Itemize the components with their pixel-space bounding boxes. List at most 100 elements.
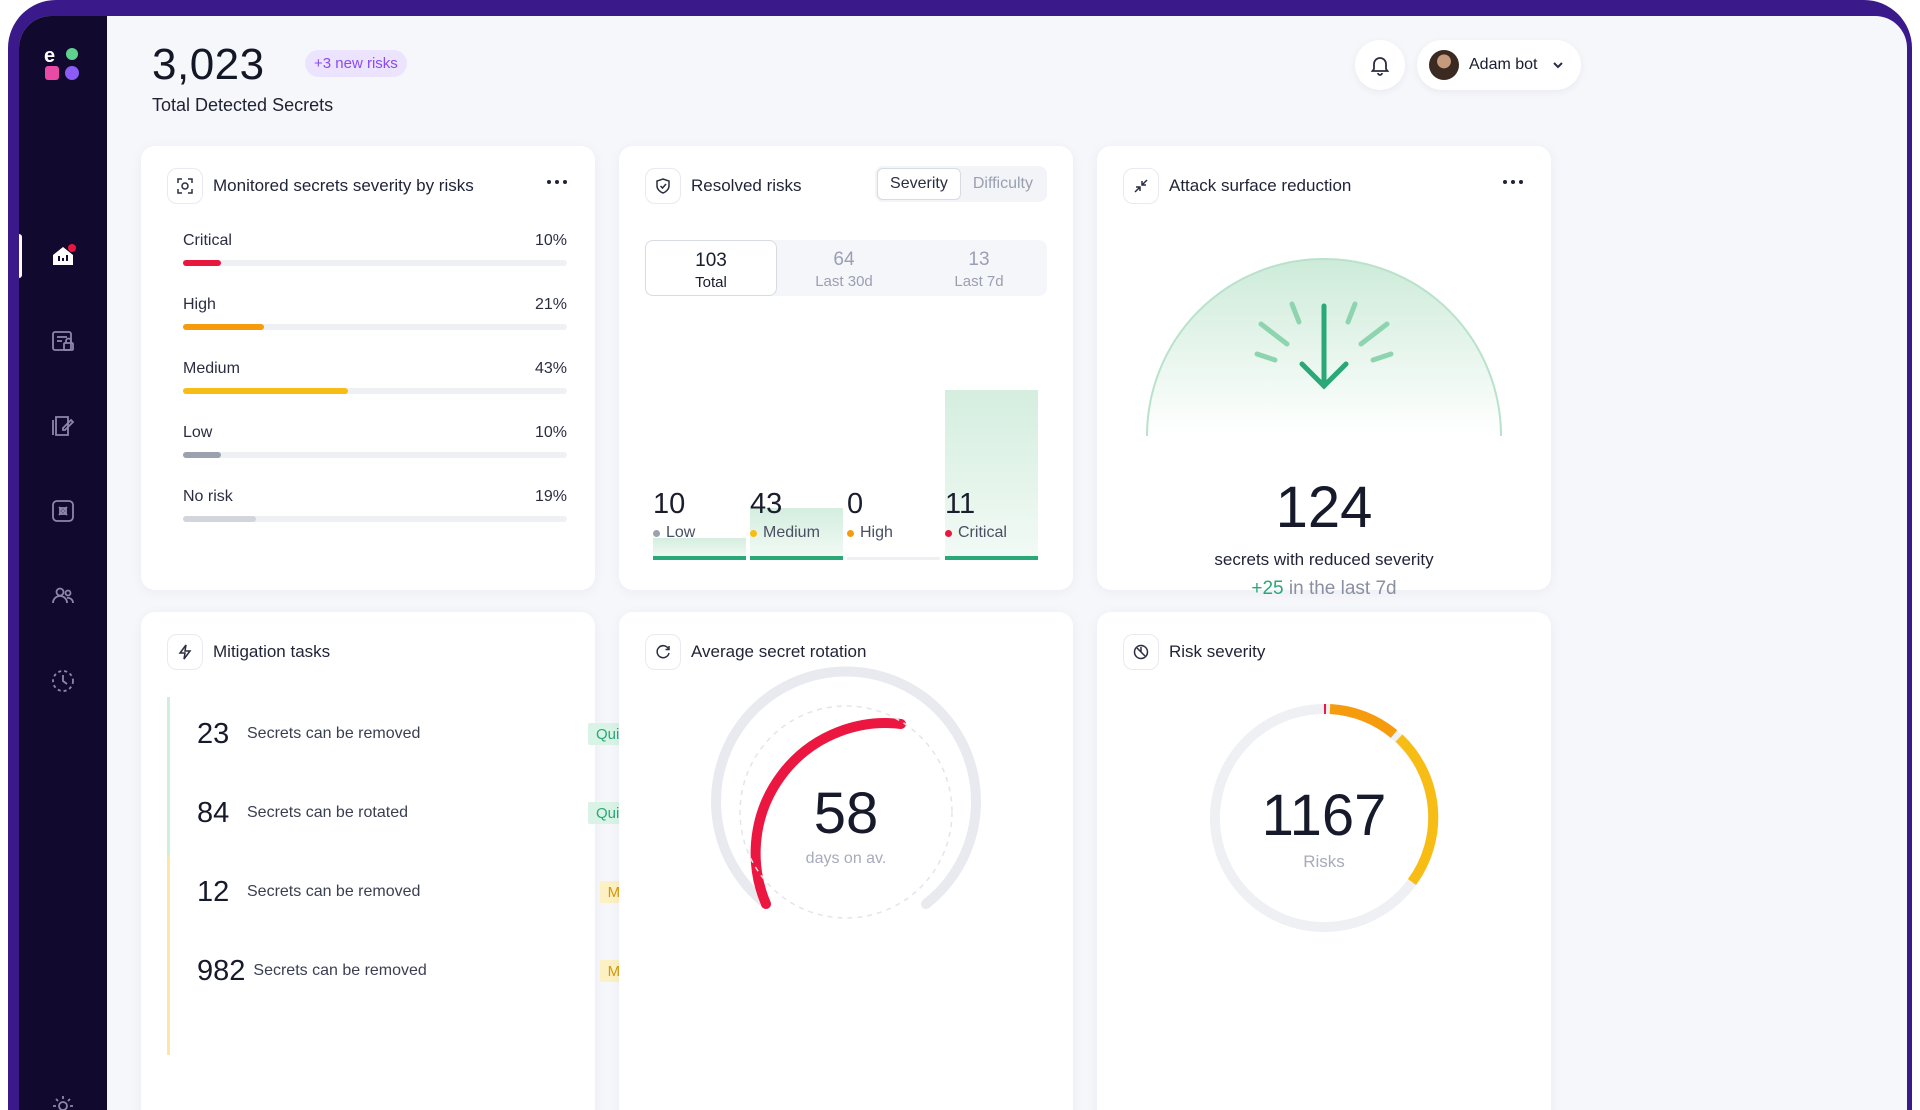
reduced-delta-suffix: in the last 7d bbox=[1283, 578, 1397, 599]
integration-box-icon bbox=[52, 500, 74, 522]
new-risks-badge[interactable]: +3 new risks bbox=[305, 50, 407, 77]
severity-fill bbox=[183, 516, 256, 522]
resolved-bar-value: 0 bbox=[847, 488, 864, 520]
resolved-bar-label-text: Medium bbox=[763, 524, 820, 541]
risk-total-value: 1167 bbox=[1261, 783, 1387, 848]
home-dashboard-icon bbox=[53, 244, 76, 265]
resolved-bar-label-text: Low bbox=[666, 524, 696, 541]
severity-fill bbox=[183, 452, 222, 458]
users-icon bbox=[52, 587, 74, 604]
severity-label: Low bbox=[183, 424, 213, 441]
risk-severity-title: Risk severity bbox=[1169, 642, 1266, 661]
total-secrets-label: Total Detected Secrets bbox=[152, 95, 334, 115]
resolved-risks-card: Resolved risks Severity Difficulty 103 T… bbox=[619, 146, 1073, 590]
risk-severity-donut bbox=[1210, 703, 1439, 932]
notifications-button[interactable] bbox=[1355, 40, 1405, 90]
user-name: Adam bot bbox=[1469, 56, 1538, 73]
legend-dot bbox=[750, 529, 757, 537]
user-menu[interactable]: Adam bot bbox=[1417, 40, 1581, 90]
nav-secrets[interactable] bbox=[43, 321, 83, 361]
severity-label: High bbox=[183, 296, 216, 313]
resolved-bar-label-text: Critical bbox=[958, 524, 1007, 541]
task-count: 982 bbox=[197, 954, 246, 987]
nav-edit[interactable] bbox=[43, 406, 83, 446]
tab-30d-label: Last 30d bbox=[815, 273, 873, 290]
severity-row: Low 10% bbox=[183, 424, 567, 458]
nav-active-indicator bbox=[19, 234, 22, 278]
severity-fill bbox=[183, 260, 222, 266]
toggle-difficulty[interactable]: Difficulty bbox=[972, 175, 1033, 192]
legend-dot bbox=[945, 529, 952, 537]
medium-group-bar bbox=[167, 855, 170, 1055]
bell-icon bbox=[1370, 57, 1390, 76]
arrow-down-icon bbox=[1299, 303, 1349, 390]
rotation-value: 58 bbox=[813, 781, 879, 846]
resolved-bar-label: Critical bbox=[945, 524, 1007, 542]
severity-percent: 10% bbox=[534, 232, 567, 249]
resolved-bar-value: 10 bbox=[653, 488, 686, 520]
mitigation-tasks-card: Mitigation tasks 23 Secrets can be remove… bbox=[141, 612, 669, 1110]
resolved-bar-label: Low bbox=[653, 524, 695, 542]
avatar bbox=[1429, 50, 1459, 80]
quick-win-group-bar bbox=[167, 697, 170, 855]
reduction-illustration bbox=[1146, 258, 1502, 437]
nav-settings[interactable] bbox=[43, 1086, 83, 1110]
severity-percent: 10% bbox=[534, 424, 567, 441]
bar-medium bbox=[750, 508, 843, 558]
period-tabs: 103 Total 64 Last 30d 13 Last 7d bbox=[645, 240, 1047, 296]
tab-total[interactable]: 103 Total bbox=[645, 240, 777, 296]
severity-fill bbox=[183, 324, 264, 330]
tab-7d-label: Last 7d bbox=[954, 273, 1004, 290]
severity-fill bbox=[183, 388, 349, 394]
task-text: Secrets can be removed bbox=[253, 962, 427, 979]
total-secrets-value: 3,023 bbox=[152, 40, 265, 89]
rotate-icon bbox=[645, 634, 681, 670]
resolved-bar-value: 43 bbox=[750, 488, 783, 520]
severity-card-title: Monitored secrets severity by risks bbox=[213, 176, 474, 195]
severity-label: Medium bbox=[183, 360, 240, 377]
sidebar: e bbox=[19, 16, 107, 1110]
reduced-secrets-caption: secrets with reduced severity bbox=[1214, 550, 1434, 569]
nav-users[interactable] bbox=[43, 576, 83, 616]
rotation-title: Average secret rotation bbox=[691, 642, 867, 661]
tab-30d-value: 64 bbox=[833, 249, 855, 270]
bar-high-base bbox=[847, 557, 940, 560]
edit-document-icon bbox=[52, 416, 75, 436]
reduced-delta-line: +25 in the last 7d bbox=[1097, 578, 1551, 600]
attack-surface-card: Attack surface reduction bbox=[1097, 146, 1551, 599]
severity-label: Critical bbox=[183, 232, 232, 249]
severity-more-button[interactable] bbox=[541, 172, 573, 192]
logo-icon[interactable]: e bbox=[43, 44, 83, 84]
nav-integrations[interactable] bbox=[43, 491, 83, 531]
app-window: e bbox=[19, 16, 1907, 1110]
tab-last-7d[interactable]: 13 Last 7d bbox=[911, 240, 1047, 296]
task-text: Secrets can be rotated bbox=[247, 804, 408, 821]
severity-row: Critical 10% bbox=[183, 232, 567, 266]
tab-last-30d[interactable]: 64 Last 30d bbox=[777, 240, 911, 296]
resolved-bar-value: 11 bbox=[945, 488, 976, 520]
nav-history[interactable] bbox=[43, 661, 83, 701]
rotation-card: Average secret rotation 58 days on av. bbox=[619, 612, 1073, 1110]
attack-more-button[interactable] bbox=[1497, 172, 1529, 192]
legend-dot bbox=[653, 529, 660, 537]
shrink-arrows-icon bbox=[1123, 168, 1159, 204]
severity-difficulty-toggle: Severity Difficulty bbox=[875, 166, 1047, 202]
tab-7d-value: 13 bbox=[968, 249, 990, 270]
nav-home-dashboard[interactable] bbox=[43, 236, 83, 276]
severity-track bbox=[183, 516, 567, 522]
mitigation-title: Mitigation tasks bbox=[213, 642, 331, 661]
rotation-gauge bbox=[711, 666, 981, 919]
task-count: 12 bbox=[197, 875, 230, 908]
toggle-severity[interactable]: Severity bbox=[877, 168, 961, 200]
task-text: Secrets can be removed bbox=[247, 725, 421, 742]
svg-text:e: e bbox=[44, 45, 55, 67]
scan-icon bbox=[167, 168, 203, 204]
resolved-bar-label: High bbox=[847, 524, 893, 542]
task-text: Secrets can be removed bbox=[247, 883, 421, 900]
clock-icon bbox=[52, 670, 74, 692]
severity-row: No risk 19% bbox=[183, 488, 567, 522]
